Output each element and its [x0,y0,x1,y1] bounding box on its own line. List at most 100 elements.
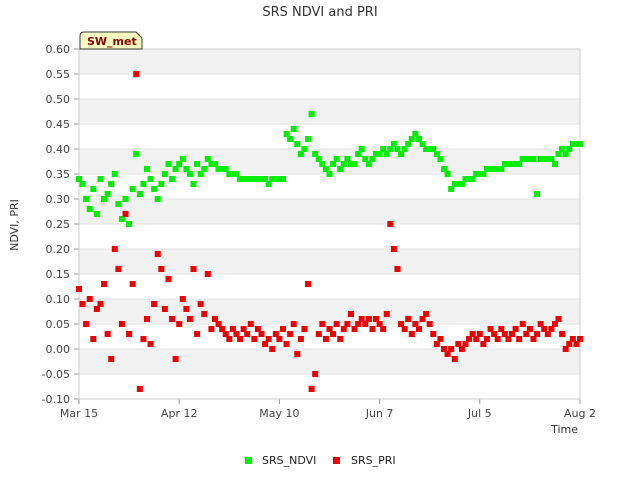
srs-pri-point [194,331,201,337]
srs-ndvi-point [104,191,111,197]
srs-pri-point [387,221,394,227]
srs-pri-point [444,351,451,357]
srs-pri-point [347,311,354,317]
srs-ndvi-point [312,151,319,157]
srs-ndvi-point [458,181,465,187]
srs-ndvi-point [151,186,158,192]
srs-pri-point [516,336,523,342]
srs-ndvi-point [534,191,541,197]
srs-pri-point [340,326,347,332]
srs-ndvi-point [251,176,258,182]
srs-ndvi-point [179,156,186,162]
srs-pri-point [448,346,455,352]
srs-ndvi-point [172,166,179,172]
srs-ndvi-point [186,171,193,177]
srs-ndvi-point [344,156,351,162]
x-axis-ticks: Mar 15 Apr 12 May 10 Jun 7 Jul 5 Aug 2 [60,399,596,420]
srs-pri-point [358,316,365,322]
srs-pri-point [258,331,265,337]
srs-pri-point [118,321,125,327]
srs-ndvi-point [373,151,380,157]
grid-band [79,99,580,124]
srs-ndvi-point [401,146,408,152]
srs-pri-point [441,346,448,352]
srs-pri-point [326,326,333,332]
srs-ndvi-point [444,171,451,177]
srs-pri-point [190,266,197,272]
srs-ndvi-point [315,156,322,162]
grid-band [79,124,580,149]
srs-ndvi-point [523,156,530,162]
srs-ndvi-point [573,141,580,147]
srs-pri-point [219,326,226,332]
srs-ndvi-point [272,176,279,182]
srs-ndvi-point [154,196,161,202]
srs-ndvi-point [412,131,419,137]
srs-ndvi-point [229,171,236,177]
srs-pri-point [226,336,233,342]
srs-pri-point [423,311,430,317]
srs-ndvi-point [483,166,490,172]
srs-ndvi-point [362,156,369,162]
srs-ndvi-point [512,161,519,167]
legend-label-srs-ndvi: SRS_NDVI [262,454,316,467]
srs-ndvi-point [347,161,354,167]
y-tick-label: -0.05 [42,368,70,381]
srs-ndvi-point [437,156,444,162]
srs-pri-point [562,346,569,352]
srs-ndvi-point [305,136,312,142]
srs-ndvi-point [340,161,347,167]
srs-pri-point [133,71,140,77]
srs-ndvi-point [333,156,340,162]
srs-pri-point [551,321,558,327]
srs-ndvi-point [355,151,362,157]
srs-pri-point [151,301,158,307]
srs-pri-point [430,331,437,337]
srs-pri-point [179,296,186,302]
srs-pri-point [333,321,340,327]
srs-ndvi-point [541,156,548,162]
srs-ndvi-point [380,146,387,152]
srs-ndvi-point [519,156,526,162]
srs-ndvi-point [480,171,487,177]
srs-ndvi-point [408,136,415,142]
srs-pri-point [401,326,408,332]
y-tick-label: 0.30 [46,193,71,206]
srs-pri-point [405,316,412,322]
series-srs-pri [76,71,583,392]
srs-ndvi-point [287,136,294,142]
srs-pri-point [458,346,465,352]
srs-ndvi-point [430,146,437,152]
srs-ndvi-point [301,146,308,152]
srs-pri-point [301,326,308,332]
srs-ndvi-point [169,176,176,182]
srs-ndvi-point [415,136,422,142]
srs-ndvi-point [548,156,555,162]
srs-ndvi-point [136,191,143,197]
srs-ndvi-point [240,176,247,182]
srs-pri-point [577,336,583,342]
srs-ndvi-point [262,176,269,182]
y-tick-label: 0.15 [46,268,71,281]
srs-pri-point [222,331,229,337]
srs-pri-point [412,321,419,327]
srs-ndvi-point [509,161,516,167]
srs-pri-point [373,316,380,322]
srs-pri-point [573,341,580,347]
srs-ndvi-point [161,171,168,177]
srs-pri-point [244,331,251,337]
srs-ndvi-point [501,161,508,167]
srs-pri-point [208,326,215,332]
srs-ndvi-point [215,166,222,172]
srs-pri-point [415,326,422,332]
legend-marker-srs-pri [333,457,340,464]
srs-ndvi-point [498,166,505,172]
srs-pri-point [337,336,344,342]
y-tick-label: 0.10 [46,293,71,306]
y-tick-label: -0.10 [42,393,70,406]
srs-ndvi-point [211,161,218,167]
srs-pri-point [276,336,283,342]
srs-pri-point [147,341,154,347]
srs-ndvi-point [390,141,397,147]
